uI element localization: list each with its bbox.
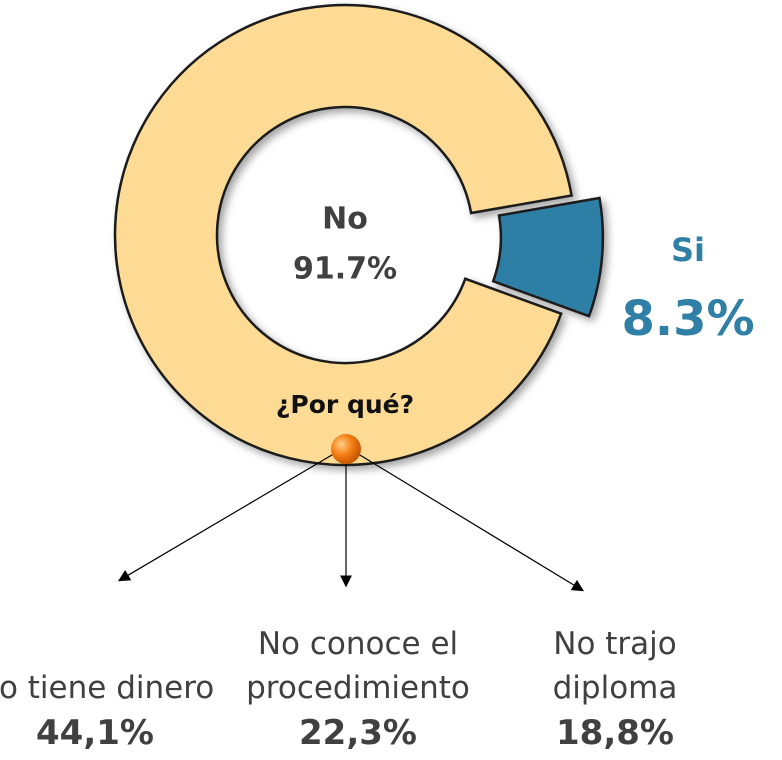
- reason-label: No tiene dinero: [0, 670, 215, 706]
- reason-label-box: No trajo diploma: [490, 622, 740, 710]
- reason-label: No conoce el procedimiento: [246, 626, 470, 706]
- reason-value: 44,1%: [36, 713, 154, 753]
- reason-value: 22,3%: [299, 713, 417, 753]
- reason-value: 18,8%: [556, 713, 674, 753]
- slice-value: 91.7%: [293, 252, 397, 287]
- node: [331, 434, 361, 464]
- slice-label: No: [322, 202, 368, 237]
- donut: [113, 3, 605, 467]
- arrow: [117, 451, 338, 582]
- reason: No trajo diploma 18,8%: [490, 622, 740, 756]
- reason-label-box: No conoce el procedimiento: [233, 622, 483, 710]
- reason: No conoce el procedimiento 22,3%: [233, 622, 483, 756]
- slice-value: 8.3%: [621, 291, 754, 347]
- donut-slice: [113, 3, 574, 467]
- donut-slice: [491, 196, 605, 318]
- arrow: [354, 451, 585, 592]
- slice-label: Si: [671, 231, 705, 269]
- reason-label-box: No tiene dinero: [0, 622, 220, 710]
- breakdown-title: ¿Por qué?: [276, 390, 414, 419]
- reason-label: No trajo diploma: [552, 626, 678, 706]
- reason: No tiene dinero 44,1%: [0, 622, 220, 756]
